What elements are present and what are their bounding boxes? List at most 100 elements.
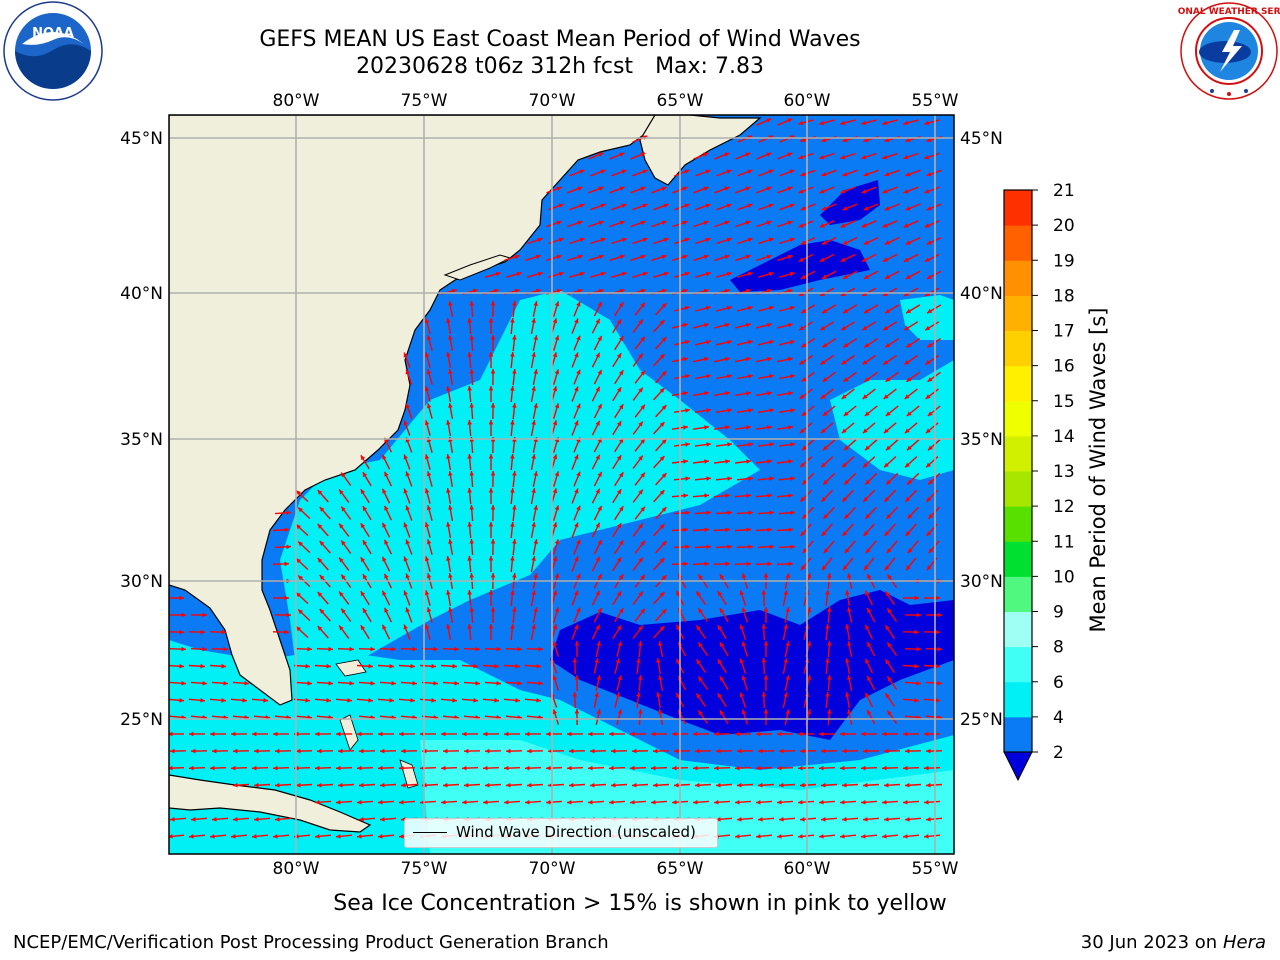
- wind-wave-arrowhead: [821, 531, 827, 536]
- wind-wave-arrowhead: [842, 206, 848, 211]
- wind-wave-arrowhead: [552, 675, 558, 681]
- wind-wave-arrowhead: [705, 271, 711, 277]
- wind-wave-arrowhead: [768, 271, 774, 277]
- wind-wave-arrowhead: [619, 288, 625, 294]
- wind-wave-arrowhead: [863, 274, 869, 279]
- wind-wave-arrowhead: [842, 274, 848, 279]
- wind-wave-arrowhead: [448, 301, 453, 306]
- wind-wave-arrowhead: [884, 240, 890, 245]
- wind-wave-arrowhead: [840, 189, 846, 194]
- wind-wave-arrowhead: [935, 698, 940, 703]
- wind-wave-arrowhead: [937, 646, 942, 652]
- wind-wave-arrowhead: [328, 681, 333, 686]
- wind-wave-arrowhead: [661, 473, 667, 478]
- wind-wave-arrowhead: [305, 663, 310, 669]
- wind-wave-arrowhead: [496, 681, 501, 686]
- wind-wave-arrowhead: [275, 782, 280, 788]
- lon-label-bottom: 80°W: [273, 859, 320, 879]
- wind-wave-arrowhead: [863, 531, 869, 536]
- wind-wave-arrowhead: [703, 254, 709, 260]
- wind-wave-arrowhead: [769, 476, 774, 481]
- wind-wave-arrowhead: [656, 692, 661, 697]
- wind-wave-arrowhead: [596, 675, 601, 680]
- wind-wave-arrowhead: [512, 335, 517, 340]
- wind-wave-arrowhead: [403, 488, 408, 494]
- wind-wave-arrowhead: [724, 186, 730, 191]
- wind-wave-arrowhead: [663, 203, 669, 208]
- wind-wave-arrowhead: [485, 782, 490, 788]
- wind-wave-arrowhead: [512, 301, 517, 306]
- wind-wave-arrowhead: [798, 223, 804, 228]
- wind-wave-arrowhead: [554, 369, 560, 375]
- wind-wave-arrowhead: [661, 254, 667, 260]
- wind-wave-arrowhead: [527, 748, 532, 754]
- wind-wave-arrowhead: [619, 302, 624, 308]
- wind-wave-arrowhead: [735, 800, 740, 805]
- grand-bahama-land: [335, 659, 367, 677]
- wind-wave-arrowhead: [927, 343, 933, 348]
- wind-wave-arrowhead: [861, 834, 866, 839]
- wind-wave-arrowhead: [801, 343, 807, 348]
- wind-wave-arrowhead: [552, 318, 558, 324]
- wind-wave-arrowhead: [619, 540, 624, 546]
- wind-wave-arrowhead: [726, 169, 732, 174]
- wind-wave-arrowhead: [533, 505, 538, 510]
- wind-wave-arrowhead: [695, 782, 700, 788]
- wind-wave-arrowhead: [616, 387, 622, 393]
- wind-wave-arrowhead: [840, 257, 846, 262]
- wind-wave-arrowhead: [537, 237, 543, 243]
- wind-wave-arrowhead: [819, 257, 825, 262]
- wind-wave-arrowhead: [821, 137, 827, 143]
- wind-wave-arrowhead: [638, 709, 643, 714]
- wind-wave-arrowhead: [433, 646, 438, 652]
- wind-wave-arrowhead: [926, 462, 931, 468]
- wind-wave-arrowhead: [467, 386, 472, 391]
- wind-wave-arrowhead: [448, 403, 453, 408]
- wind-wave-arrowhead: [783, 658, 788, 663]
- colorbar-tick-label: 10: [1053, 567, 1075, 587]
- wind-wave-arrowhead: [640, 506, 645, 512]
- wind-wave-arrowhead: [596, 709, 601, 714]
- wind-wave-arrowhead: [609, 800, 614, 805]
- wind-wave-arrowhead: [821, 782, 826, 788]
- wind-wave-arrowhead: [598, 152, 604, 157]
- wind-wave-arrowhead: [827, 573, 832, 578]
- wind-wave-arrowhead: [704, 391, 709, 396]
- wind-wave-arrowhead: [840, 223, 846, 228]
- wind-wave-arrowhead: [467, 352, 472, 357]
- wind-wave-arrowhead: [512, 505, 517, 510]
- wind-wave-arrowhead: [843, 377, 849, 382]
- colorbar-segment: [1004, 400, 1032, 437]
- wind-wave-arrowhead: [640, 370, 645, 376]
- wind-wave-arrowhead: [777, 731, 782, 737]
- wind-wave-arrowhead: [827, 675, 832, 680]
- wind-wave-arrowhead: [698, 642, 703, 648]
- wind-wave-arrowhead: [682, 220, 688, 225]
- wind-wave-arrowhead: [717, 591, 723, 597]
- wind-wave-arrowhead: [844, 479, 849, 485]
- wind-wave-arrowhead: [698, 710, 703, 716]
- wind-wave-arrowhead: [904, 360, 910, 365]
- legend-line-icon: [413, 832, 447, 833]
- wind-wave-arrowhead: [843, 308, 849, 314]
- wind-wave-arrowhead: [706, 544, 711, 550]
- wind-wave-arrowhead: [683, 459, 688, 464]
- eastern-cyan-patch-north: [900, 295, 954, 340]
- wind-wave-arrowhead: [863, 496, 869, 502]
- wind-wave-arrowhead: [863, 462, 868, 468]
- wind-wave-arrowhead: [724, 323, 730, 328]
- wind-wave-arrowhead: [577, 186, 583, 191]
- wind-wave-arrowhead: [741, 709, 747, 715]
- wind-wave-arrowhead: [844, 548, 850, 554]
- wind-wave-arrowhead: [574, 420, 579, 426]
- lat-label-right: 40°N: [960, 284, 1003, 304]
- wind-wave-arrowhead: [924, 765, 929, 771]
- wind-wave-arrowhead: [741, 607, 747, 613]
- bahamas-land: [339, 714, 359, 751]
- wind-wave-arrowhead: [533, 471, 538, 476]
- wind-wave-arrowhead: [554, 403, 560, 409]
- wind-wave-arrowhead: [903, 731, 908, 737]
- wind-wave-arrowhead: [798, 800, 803, 805]
- wind-wave-arrowhead: [642, 169, 648, 174]
- wind-wave-arrowhead: [286, 510, 291, 515]
